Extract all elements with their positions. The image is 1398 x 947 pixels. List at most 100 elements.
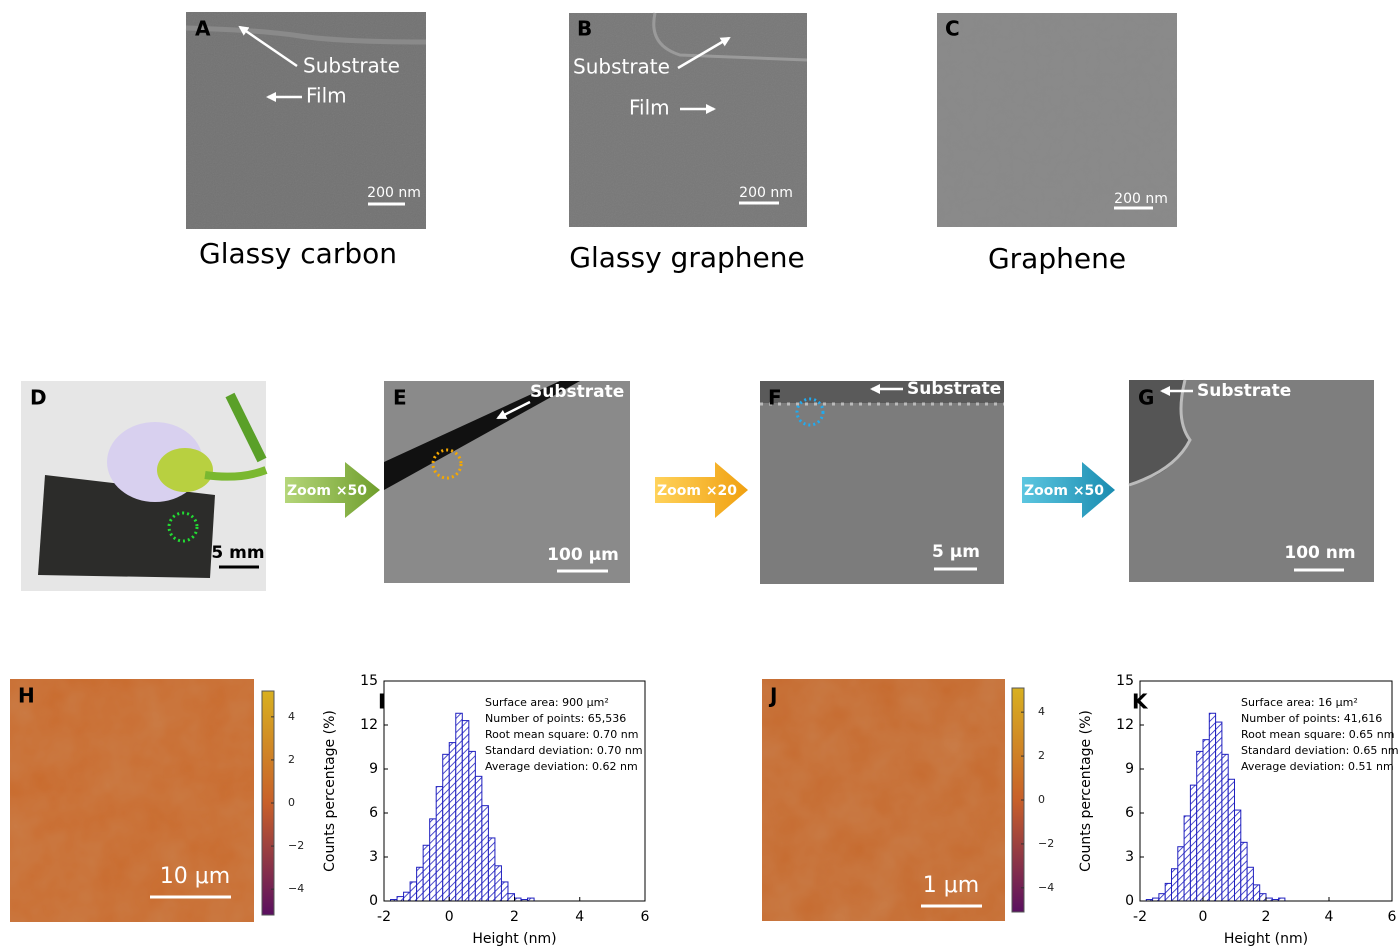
histogram-bar	[1240, 841, 1248, 902]
stats-text: Average deviation: 0.62 nm	[485, 760, 638, 773]
histogram-bar	[455, 712, 463, 902]
colorbar-tick-label: 0	[1038, 793, 1045, 806]
histogram-bar	[403, 891, 411, 902]
scale-bar-label: 100 nm	[1284, 543, 1355, 563]
scale-bar-label: 200 nm	[367, 185, 421, 201]
y-axis-label: Counts percentage (%)	[322, 710, 338, 872]
x-tick-label: 2	[510, 909, 519, 925]
y-tick-label: 12	[1116, 717, 1134, 733]
x-tick-label: 6	[641, 909, 650, 925]
y-tick-label: 3	[369, 849, 378, 865]
scale-bar-label: 100 μm	[547, 545, 619, 565]
histogram-bar	[1259, 893, 1267, 902]
histogram-bar	[1189, 784, 1198, 902]
histogram-bar	[1221, 753, 1229, 902]
histogram-bar	[481, 805, 489, 902]
histogram-bar	[1196, 750, 1204, 902]
zoom-label: Zoom ×50	[287, 483, 367, 499]
x-tick-label: -2	[377, 909, 391, 925]
panel-label: J	[768, 684, 777, 708]
histogram-bar	[435, 786, 444, 902]
stats-text: Root mean square: 0.70 nm	[485, 728, 638, 741]
zoom-label: Zoom ×20	[657, 483, 737, 499]
zoom-label: Zoom ×50	[1024, 483, 1104, 499]
y-tick-label: 9	[369, 761, 378, 777]
histogram-bar	[396, 896, 405, 902]
annotation: Substrate	[1197, 381, 1291, 401]
x-tick-label: 4	[1325, 909, 1334, 925]
panel-label: K	[1132, 690, 1149, 714]
annotation: Film	[629, 96, 670, 120]
stats-text: Surface area: 900 μm²	[485, 696, 609, 709]
y-tick-label: 0	[369, 893, 378, 909]
y-axis-label: Counts percentage (%)	[1078, 710, 1094, 872]
colorbar-tick-label: 2	[288, 753, 295, 766]
scale-bar-label: 1 μm	[923, 873, 979, 898]
x-tick-label: 2	[1262, 909, 1271, 925]
y-tick-label: 3	[1125, 849, 1134, 865]
colorbar-tick-label: −4	[288, 882, 304, 895]
colorbar-tick-label: 4	[288, 710, 295, 723]
histogram-bar	[409, 881, 418, 902]
colorbar-tick-label: −2	[288, 839, 304, 852]
annotation: Film	[306, 84, 347, 108]
histogram-bar	[1202, 739, 1210, 902]
histogram-bar	[1215, 721, 1223, 902]
histogram-bar	[1171, 868, 1179, 902]
colorbar-tick-label: 2	[1038, 749, 1045, 762]
panel-label: H	[18, 684, 35, 708]
histogram-bar	[422, 844, 431, 902]
y-tick-label: 6	[1125, 805, 1134, 821]
histogram-bar	[500, 881, 509, 902]
panel-label: C	[945, 17, 960, 41]
histogram-bar	[507, 893, 516, 902]
histogram-bar	[1177, 846, 1185, 902]
scale-bar-label: 5 μm	[932, 542, 980, 562]
histogram-bar	[1183, 815, 1191, 902]
panel-label: I	[378, 690, 385, 714]
stats-text: Root mean square: 0.65 nm	[1241, 728, 1394, 741]
scale-bar-label: 200 nm	[1114, 191, 1168, 207]
scale-bar-label: 5 mm	[211, 543, 264, 563]
colorbar-tick-label: 0	[288, 796, 295, 809]
scale-bar-label: 200 nm	[739, 185, 793, 201]
histogram-bar	[1234, 809, 1242, 902]
y-tick-label: 12	[360, 717, 378, 733]
caption: Glassy carbon	[199, 237, 397, 270]
panel-label: A	[195, 17, 211, 41]
histogram-bar	[429, 818, 437, 902]
histogram-bar	[468, 750, 476, 902]
panel-label: E	[393, 386, 407, 410]
sem-images	[185, 12, 1177, 229]
panel-label: G	[1138, 386, 1154, 410]
x-tick-label: 0	[1199, 909, 1208, 925]
x-tick-label: 6	[1388, 909, 1397, 925]
annotation: Substrate	[907, 379, 1001, 399]
stats-text: Standard deviation: 0.70 nm	[485, 744, 643, 757]
histogram-bar	[1227, 778, 1235, 902]
histogram-bar	[494, 865, 502, 902]
annotation: Substrate	[530, 382, 624, 402]
annotation-arrows	[238, 25, 1193, 420]
x-tick-label: -2	[1133, 909, 1147, 925]
zoom-arrow-shapes	[285, 462, 1115, 518]
histogram-bar	[1164, 882, 1172, 902]
annotation: Substrate	[303, 54, 400, 78]
histogram-bar	[487, 837, 496, 902]
panel-label: B	[577, 17, 592, 41]
histogram-bar	[1252, 884, 1261, 902]
colorbar-tick-label: −2	[1038, 837, 1054, 850]
colorbar-tick-label: −4	[1038, 881, 1054, 894]
stats-text: Average deviation: 0.51 nm	[1241, 760, 1394, 773]
y-tick-label: 15	[360, 673, 378, 689]
panel-label: D	[30, 386, 47, 410]
x-axis-label: Height (nm)	[1224, 931, 1308, 947]
y-tick-label: 15	[1116, 673, 1134, 689]
panel-label: F	[768, 386, 782, 410]
x-tick-label: 0	[445, 909, 454, 925]
x-tick-label: 4	[575, 909, 584, 925]
histogram-bar	[1158, 893, 1166, 902]
y-tick-label: 0	[1125, 893, 1134, 909]
afm-images	[10, 679, 1025, 922]
